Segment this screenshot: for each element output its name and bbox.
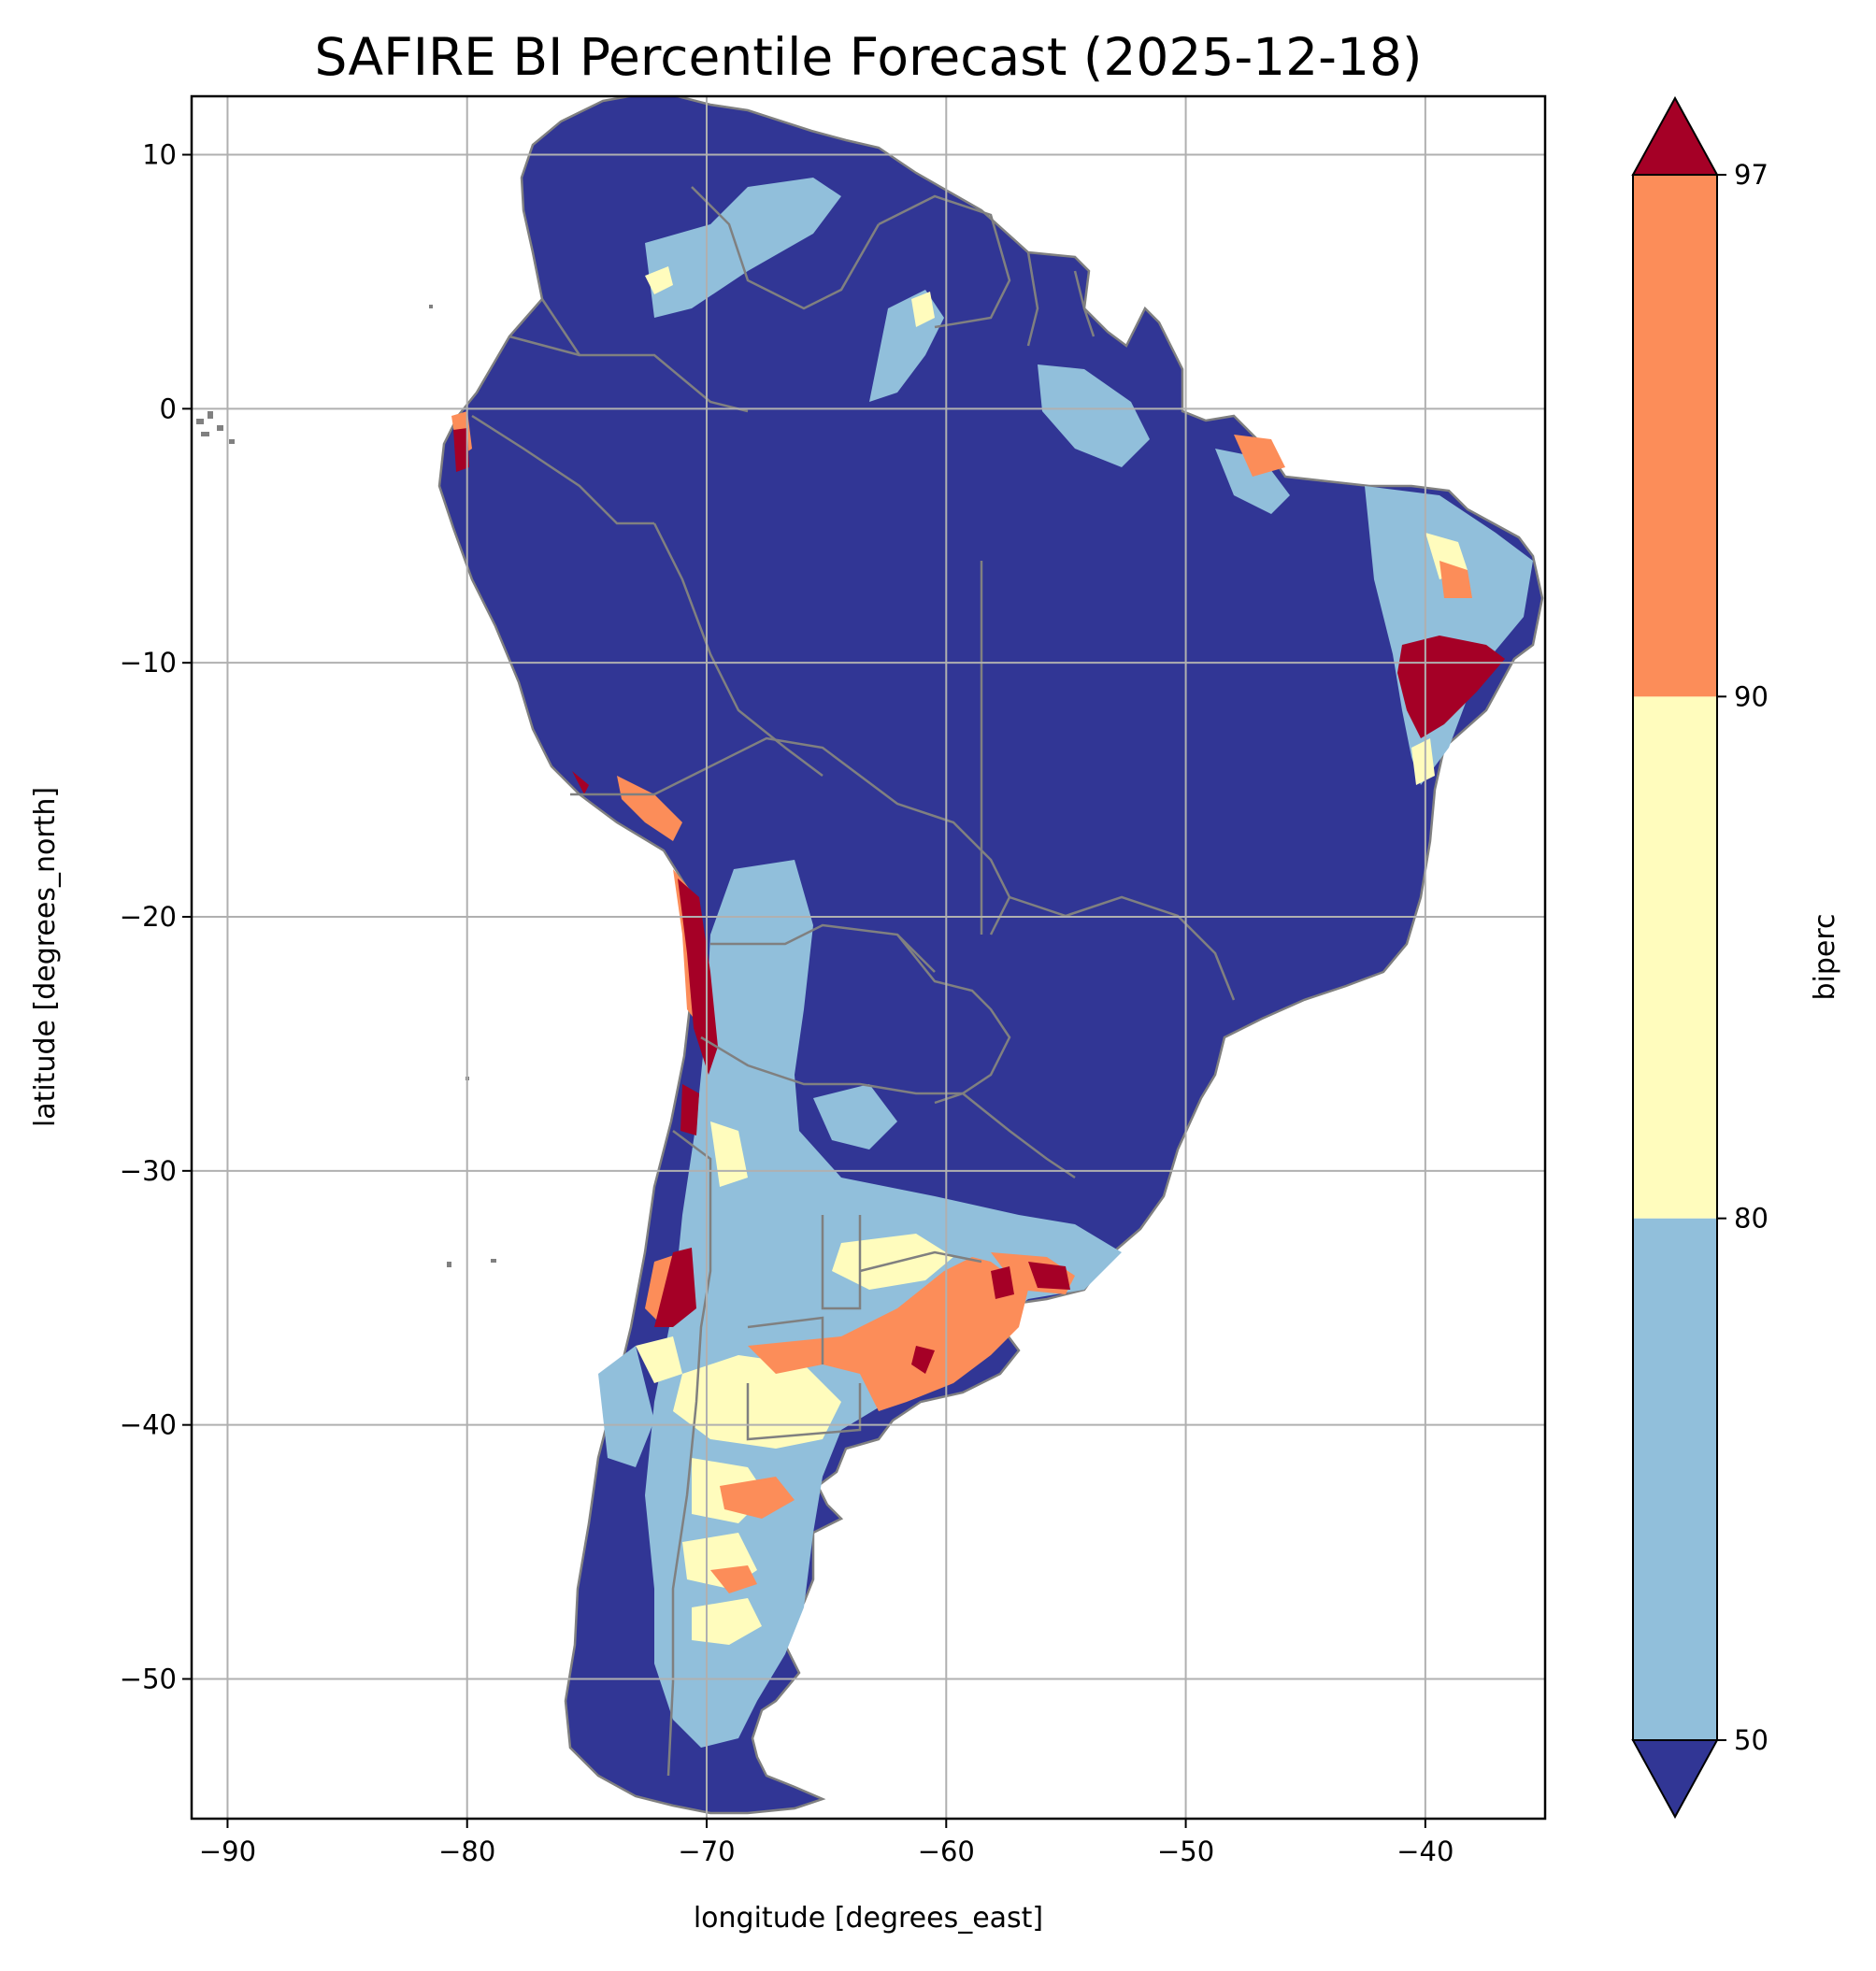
map-axes: −90 −80 −70 −60 −50 −40 10 0 −10 −20 −30 −40 −50 lo… — [29, 94, 1547, 1935]
map-content — [192, 96, 1545, 1819]
layer-above-97 — [453, 428, 1505, 1374]
colorbar: 50 80 90 97 biperc — [1631, 95, 1841, 1820]
map-title: SAFIRE BI Percentile Forecast (2025-12-1… — [315, 27, 1423, 87]
x-ticks: −90 −80 −70 −60 −50 −40 — [199, 1819, 1454, 1867]
colorbar-extend-high — [1631, 95, 1719, 176]
y-tick-label: 0 — [160, 393, 177, 424]
y-ticks: 10 0 −10 −20 −30 −40 −50 — [120, 139, 192, 1694]
x-axis-label: longitude [degrees_east] — [694, 1902, 1043, 1935]
x-tick-label: −60 — [918, 1835, 975, 1867]
colorbar-ticks: 50 80 90 97 — [1717, 159, 1769, 1756]
colorbar-label: biperc — [1809, 913, 1841, 1000]
y-tick-label: −50 — [120, 1663, 177, 1694]
colorbar-tick-label: 97 — [1734, 159, 1769, 191]
colorbar-band — [1633, 696, 1717, 1219]
x-tick-label: −50 — [1157, 1835, 1214, 1867]
colorbar-band — [1633, 175, 1717, 697]
map-grid — [192, 96, 1545, 1819]
layer-50-80 — [598, 178, 1533, 1748]
colorbar-band — [1633, 1218, 1717, 1740]
y-tick-label: 10 — [142, 139, 177, 171]
colorbar-tick-label: 90 — [1734, 680, 1769, 712]
x-tick-label: −40 — [1396, 1835, 1454, 1867]
y-axis-label: latitude [degrees_north] — [29, 787, 62, 1127]
x-tick-label: −70 — [678, 1835, 735, 1867]
map-frame — [190, 94, 1547, 1821]
colorbar-extend-low — [1631, 1739, 1719, 1820]
x-tick-label: −90 — [199, 1835, 256, 1867]
galapagos-islands — [196, 411, 235, 444]
y-tick-label: −30 — [120, 1155, 177, 1187]
country-borders — [471, 186, 1236, 1777]
y-tick-label: −20 — [120, 901, 177, 933]
colorbar-bands — [1633, 175, 1717, 1740]
colorbar-tick-label: 50 — [1734, 1724, 1769, 1756]
y-tick-label: −40 — [120, 1409, 177, 1441]
colorbar-tick-label: 80 — [1734, 1203, 1769, 1235]
y-tick-label: −10 — [120, 647, 177, 678]
x-tick-label: −80 — [438, 1835, 495, 1867]
colorbar-frame — [1632, 174, 1718, 1741]
